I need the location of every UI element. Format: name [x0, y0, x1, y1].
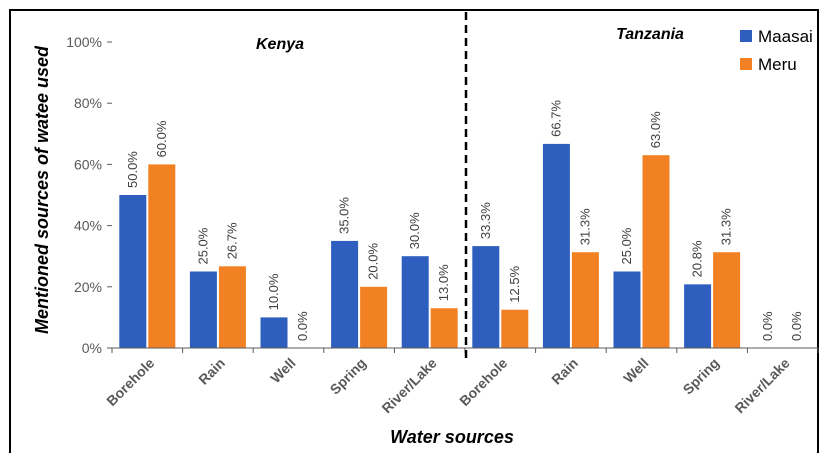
bar-meru-4: [360, 286, 388, 348]
bar-maasai-8: [613, 271, 641, 348]
data-label: 25.0%: [195, 227, 210, 264]
data-label: 20.0%: [366, 242, 381, 279]
legend-swatch-meru: [740, 58, 752, 70]
data-label: 0.0%: [789, 311, 804, 341]
legend-swatch-maasai: [740, 30, 752, 42]
y-tick-label: 80%: [74, 95, 102, 111]
data-labels: 50.0% 60.0% 25.0% 26.7% 10.0% 0.0% 35.0% 20.0% 3…: [125, 100, 804, 341]
x-axis-title: Water sources: [390, 427, 514, 447]
data-label: 66.7%: [548, 100, 563, 137]
bar-maasai-2: [189, 271, 217, 348]
bar-meru-8: [642, 155, 670, 348]
bar-maasai-5: [401, 256, 429, 348]
data-label: 33.3%: [478, 202, 493, 239]
data-label: 12.5%: [507, 265, 522, 302]
bars: [119, 143, 741, 348]
y-tick-label: 0%: [82, 340, 102, 356]
y-axis-title: Mentioned sources of watee used: [32, 45, 52, 334]
bar-maasai-7: [542, 143, 570, 348]
data-label: 30.0%: [407, 212, 422, 249]
y-tick-label: 40%: [74, 218, 102, 234]
bar-meru-6: [501, 309, 529, 348]
bar-meru-2: [218, 266, 246, 348]
bar-meru-5: [430, 308, 458, 348]
data-label: 13.0%: [436, 264, 451, 301]
data-label: 0.0%: [760, 311, 775, 341]
data-label: 63.0%: [648, 111, 663, 148]
bar-maasai-6: [472, 246, 500, 348]
legend: Maasai Meru: [740, 27, 813, 74]
bar-maasai-1: [119, 195, 147, 348]
data-label: 35.0%: [337, 197, 352, 234]
data-label: 26.7%: [224, 222, 239, 259]
bar-meru-7: [571, 252, 599, 348]
y-tick-label: 20%: [74, 279, 102, 295]
data-label: 25.0%: [619, 227, 634, 264]
data-label: 31.3%: [577, 208, 592, 245]
bar-meru-9: [713, 252, 741, 348]
bar-maasai-3: [260, 317, 288, 348]
legend-label-meru: Meru: [758, 55, 797, 74]
data-label: 0.0%: [295, 311, 310, 341]
data-label: 10.0%: [266, 273, 281, 310]
data-label: 20.8%: [690, 240, 705, 277]
y-tick-label: 100%: [66, 34, 102, 50]
data-label: 50.0%: [125, 151, 140, 188]
legend-label-maasai: Maasai: [758, 27, 813, 46]
bar-maasai-4: [331, 240, 359, 348]
y-axis-ticks: 0% 20% 40% 60% 80% 100%: [66, 34, 112, 356]
data-label: 60.0%: [154, 120, 169, 157]
bar-maasai-9: [684, 284, 712, 348]
group-title-kenya: Kenya: [256, 36, 304, 53]
bar-meru-1: [148, 164, 176, 348]
group-title-tanzania: Tanzania: [616, 26, 684, 43]
y-tick-label: 60%: [74, 156, 102, 172]
data-label: 31.3%: [719, 208, 734, 245]
